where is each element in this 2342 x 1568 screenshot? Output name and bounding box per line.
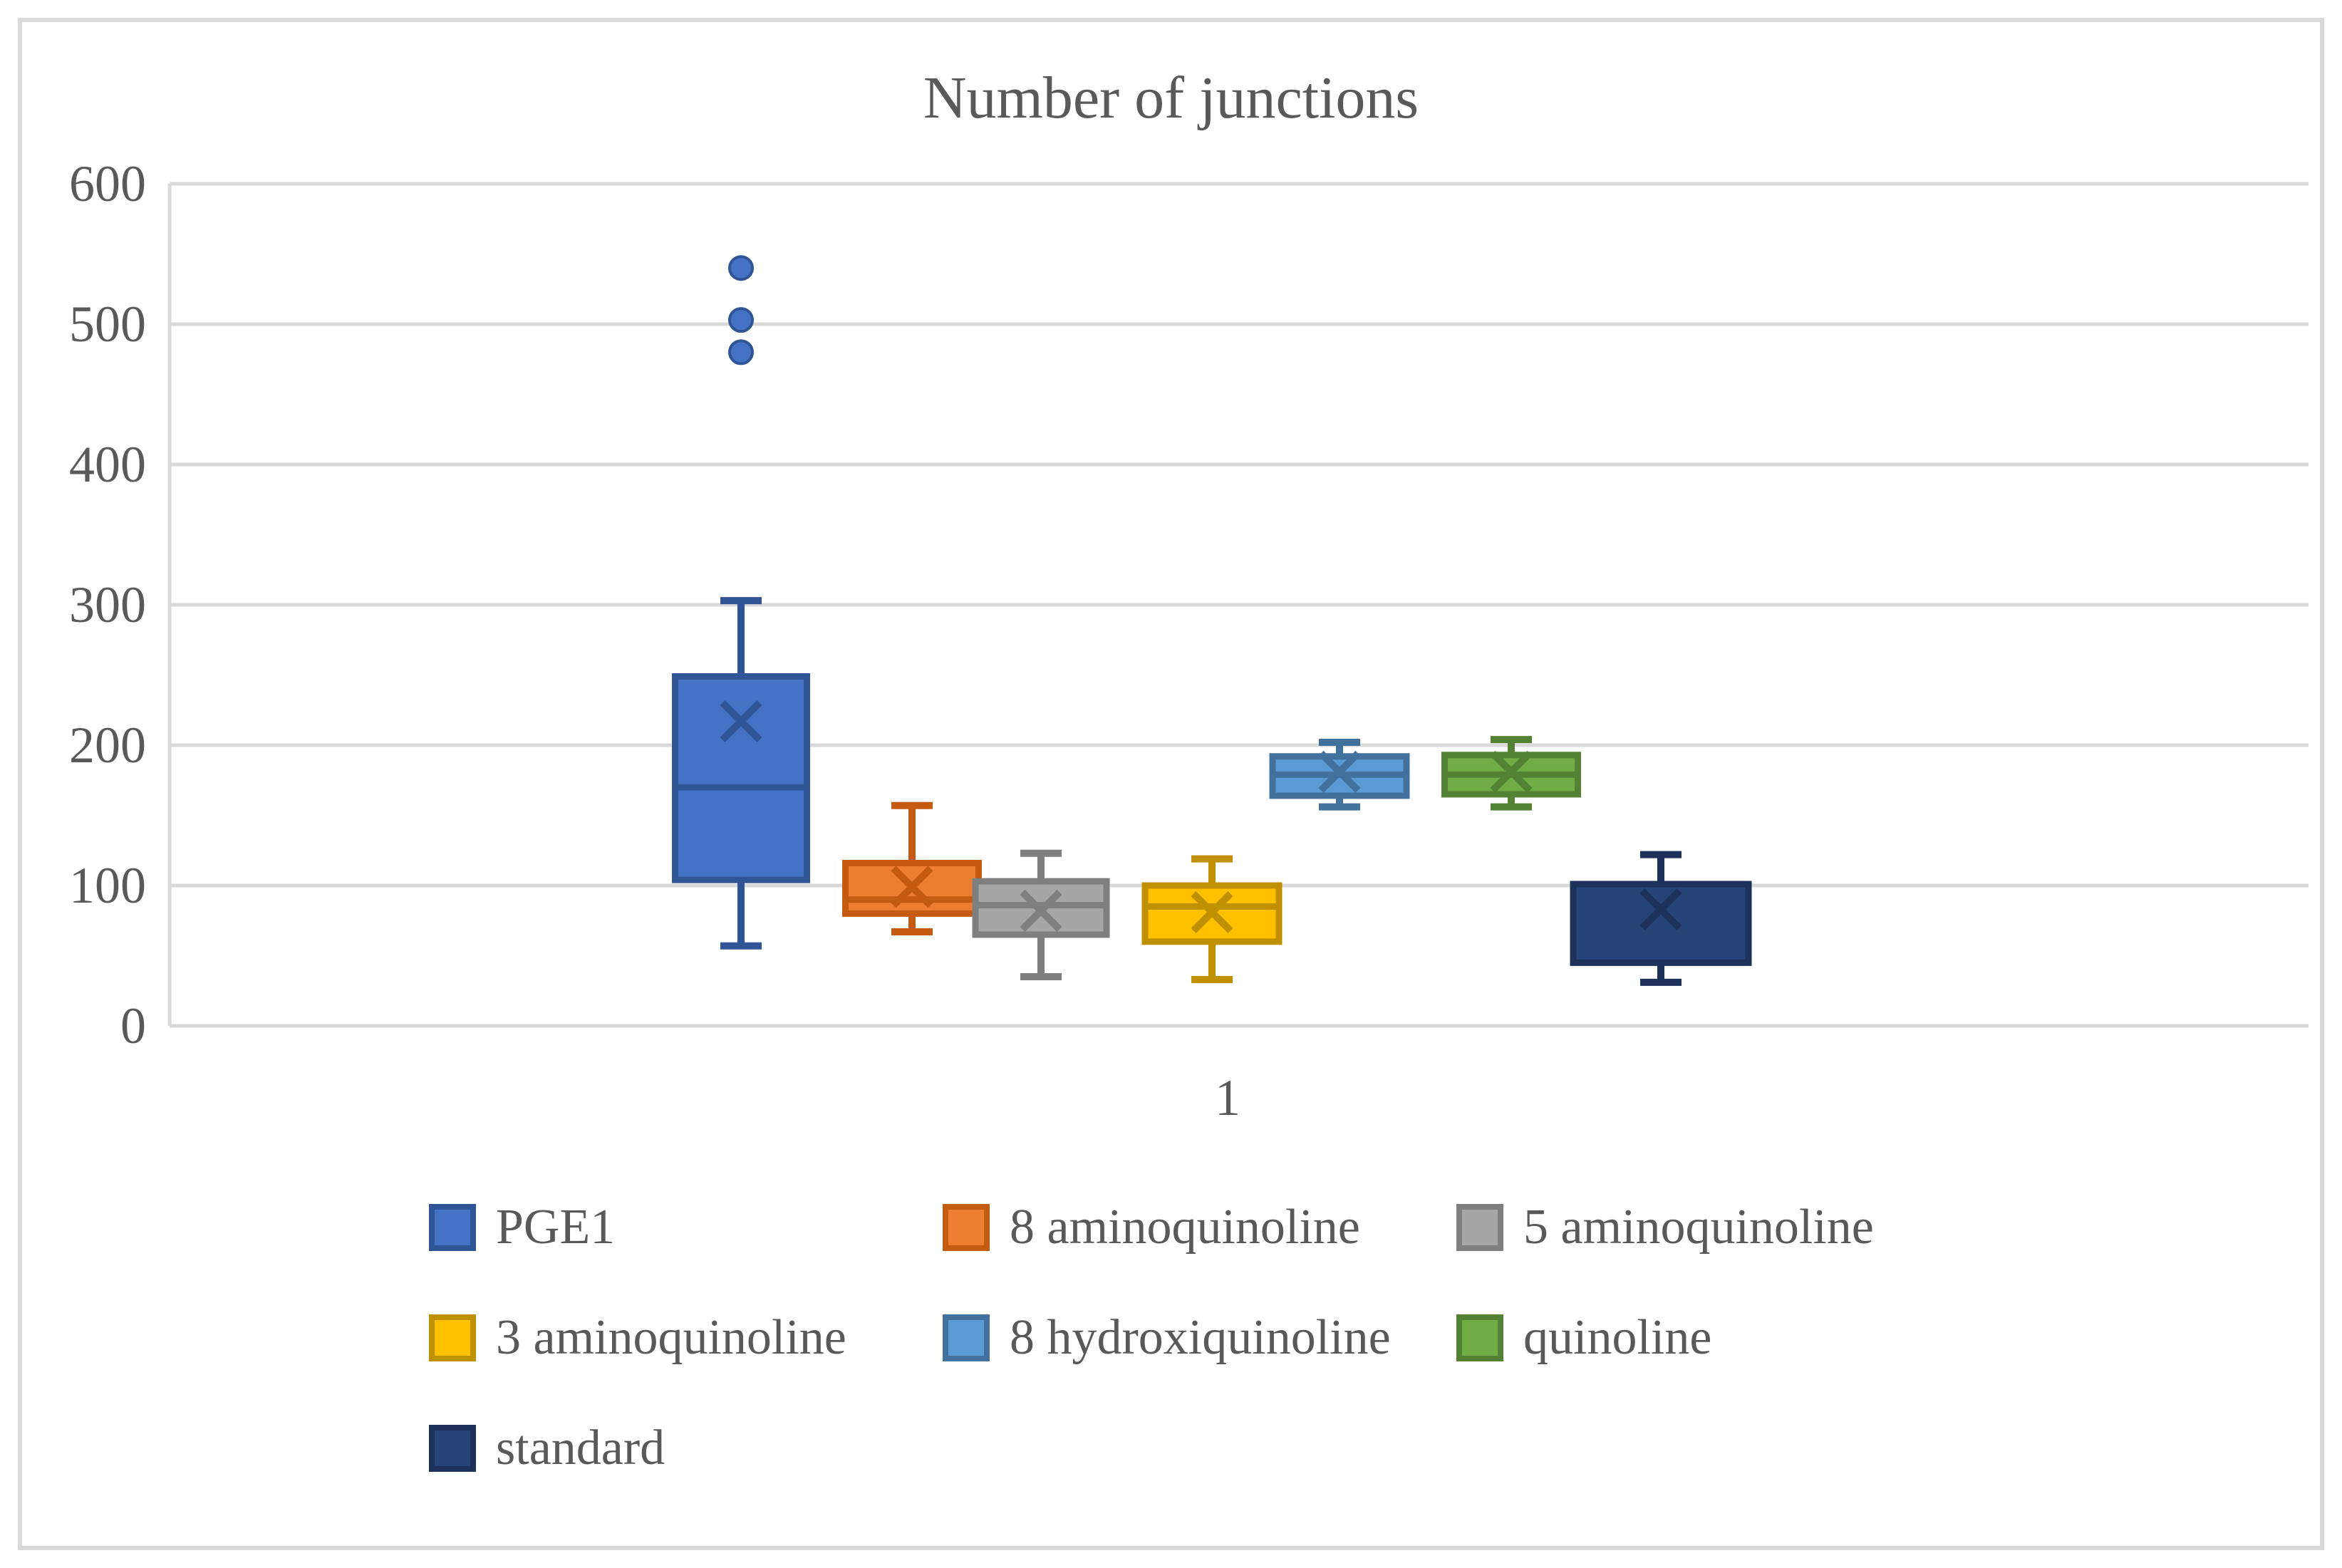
y-tick-label: 400 <box>69 436 146 493</box>
legend-swatch-icon <box>943 1204 990 1251</box>
outlier-dot <box>728 307 754 333</box>
legend-label: 3 aminoquinoline <box>496 1310 846 1365</box>
legend-swatch-icon <box>429 1425 476 1472</box>
legend-swatch-icon <box>1456 1314 1503 1361</box>
box-standard <box>1570 881 1752 966</box>
y-tick-label: 100 <box>69 857 146 914</box>
legend-label: 5 aminoquinoline <box>1523 1200 1874 1255</box>
outlier-dot <box>728 339 754 365</box>
legend-item-quinoline: quinoline <box>1456 1313 1711 1363</box>
y-tick-label: 600 <box>69 155 146 212</box>
legend-swatch-icon <box>1456 1204 1503 1251</box>
y-tick-label: 300 <box>69 576 146 633</box>
legend-swatch-icon <box>429 1314 476 1361</box>
legend-item-5-aminoquinoline: 5 aminoquinoline <box>1456 1203 1874 1252</box>
y-tick-label: 500 <box>69 296 146 353</box>
mean-marker <box>1191 891 1233 933</box>
mean-marker <box>891 866 933 908</box>
legend-item-3-aminoquinoline: 3 aminoquinoline <box>429 1313 846 1363</box>
box-PGE1 <box>672 673 810 883</box>
y-tick-label: 0 <box>120 997 146 1054</box>
legend-item-8-hydroxiquinoline: 8 hydroxiquinoline <box>943 1313 1391 1363</box>
chart-border <box>18 18 2324 1550</box>
mean-marker <box>1318 750 1361 793</box>
legend-label: PGE1 <box>496 1200 616 1255</box>
legend-item-PGE1: PGE1 <box>429 1203 615 1252</box>
legend-label: 8 hydroxiquinoline <box>1010 1310 1391 1365</box>
legend-label: 8 aminoquinoline <box>1010 1200 1360 1255</box>
x-axis-category-label: 1 <box>1215 1069 1240 1126</box>
y-tick-label: 200 <box>69 717 146 774</box>
legend-item-8-aminoquinoline: 8 aminoquinoline <box>943 1203 1360 1252</box>
mean-marker <box>1020 889 1062 932</box>
legend-swatch-icon <box>943 1314 990 1361</box>
legend-label: quinoline <box>1523 1310 1712 1365</box>
mean-marker <box>1490 750 1533 793</box>
chart-title: Number of junctions <box>923 65 1419 131</box>
legend-item-standard: standard <box>429 1423 665 1473</box>
outlier-dot <box>728 255 754 281</box>
mean-marker <box>1639 888 1682 931</box>
legend-swatch-icon <box>429 1204 476 1251</box>
legend-label: standard <box>496 1421 665 1475</box>
mean-marker <box>720 700 762 743</box>
